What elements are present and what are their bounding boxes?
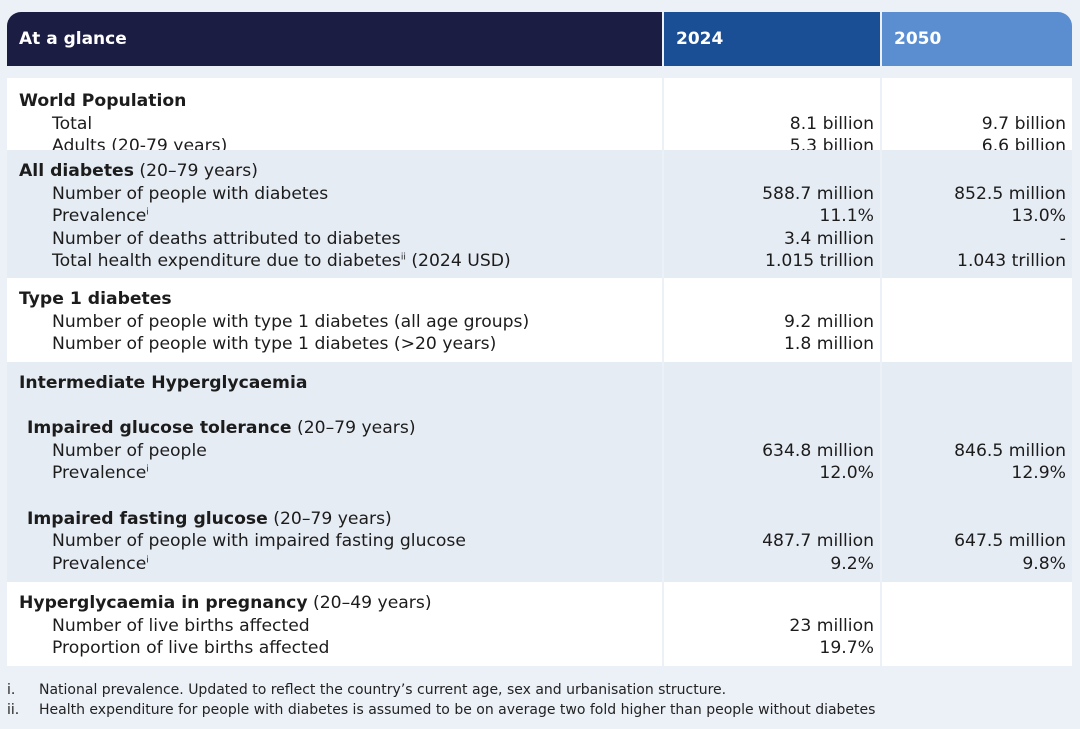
row-label: Number of people with type 1 diabetes (>… bbox=[52, 334, 497, 355]
value-2024: 9.2 million bbox=[783, 311, 874, 332]
value-2024: 11.1% bbox=[819, 206, 874, 227]
subsection-heading: Impaired glucose tolerance (20–79 years) bbox=[27, 418, 416, 439]
value-2050: - bbox=[1059, 228, 1066, 249]
value-2024: 634.8 million bbox=[762, 440, 874, 461]
row-label: Prevalencei bbox=[52, 206, 149, 227]
section-all-diabetes: All diabetes (20–79 years) Number of peo… bbox=[7, 150, 1072, 278]
footnote-text: National prevalence. Updated to reflect … bbox=[39, 682, 727, 698]
value-2050: 13.0% bbox=[1011, 206, 1066, 227]
value-2024: 1.8 million bbox=[783, 334, 874, 355]
value-2050: 9.7 billion bbox=[981, 113, 1066, 134]
value-2050: 12.9% bbox=[1011, 463, 1066, 484]
value-2024: 1.015 trillion bbox=[765, 251, 874, 272]
row-label: Number of people with impaired fasting g… bbox=[52, 531, 466, 552]
footnote: ii. Health expenditure for people with d… bbox=[7, 700, 875, 720]
value-2024: 23 million bbox=[789, 615, 874, 636]
row-label: Total bbox=[52, 113, 93, 134]
footnote-text: Health expenditure for people with diabe… bbox=[39, 702, 876, 718]
row-label: Total health expenditure due to diabetes… bbox=[52, 251, 511, 272]
section-heading: Hyperglycaemia in pregnancy (20–49 years… bbox=[19, 593, 432, 613]
section-heading: World Population bbox=[19, 91, 187, 111]
value-2050: 9.8% bbox=[1022, 553, 1066, 574]
value-2024: 8.1 billion bbox=[789, 113, 874, 134]
footnote: i. National prevalence. Updated to refle… bbox=[7, 680, 875, 700]
value-2024: 19.7% bbox=[819, 638, 874, 659]
table-title: At a glance bbox=[7, 12, 662, 66]
value-2050: 1.043 trillion bbox=[957, 251, 1066, 272]
row-label: Number of live births affected bbox=[52, 615, 310, 636]
at-a-glance-table: At a glance 2024 2050 World Population T… bbox=[7, 12, 1072, 666]
value-2024: 487.7 million bbox=[762, 531, 874, 552]
section-heading: All diabetes (20–79 years) bbox=[19, 161, 258, 181]
row-label: Number of people with type 1 diabetes (a… bbox=[52, 311, 530, 332]
row-label: Number of deaths attributed to diabetes bbox=[52, 228, 401, 249]
value-2024: 588.7 million bbox=[762, 183, 874, 204]
table-header: At a glance 2024 2050 bbox=[7, 12, 1072, 66]
column-header-2050: 2050 bbox=[882, 12, 1072, 66]
value-2050: 647.5 million bbox=[954, 531, 1066, 552]
row-label: Prevalencei bbox=[52, 553, 149, 574]
value-2024: 9.2% bbox=[830, 553, 874, 574]
section-type-1-diabetes: Type 1 diabetes Number of people with ty… bbox=[7, 278, 1072, 362]
row-label: Number of people with diabetes bbox=[52, 183, 329, 204]
value-2050: 846.5 million bbox=[954, 440, 1066, 461]
section-heading: Intermediate Hyperglycaemia bbox=[19, 373, 308, 393]
footnote-marker: i. bbox=[7, 682, 16, 698]
footnote-marker: ii. bbox=[7, 702, 20, 718]
section-hyperglycaemia-in-pregnancy: Hyperglycaemia in pregnancy (20–49 years… bbox=[7, 582, 1072, 666]
footnotes: i. National prevalence. Updated to refle… bbox=[7, 680, 875, 720]
subsection-heading: Impaired fasting glucose (20–79 years) bbox=[27, 508, 392, 529]
row-label: Proportion of live births affected bbox=[52, 638, 330, 659]
row-label: Prevalencei bbox=[52, 463, 149, 484]
value-2050: 852.5 million bbox=[954, 183, 1066, 204]
section-heading: Type 1 diabetes bbox=[19, 289, 172, 309]
column-header-2024: 2024 bbox=[664, 12, 880, 66]
section-intermediate-hyperglycaemia: Intermediate Hyperglycaemia Impaired glu… bbox=[7, 362, 1072, 582]
value-2024: 3.4 million bbox=[783, 228, 874, 249]
value-2024: 12.0% bbox=[819, 463, 874, 484]
row-label: Number of people bbox=[52, 440, 207, 461]
section-world-population: World Population Total Adults (20-79 yea… bbox=[7, 66, 1072, 156]
